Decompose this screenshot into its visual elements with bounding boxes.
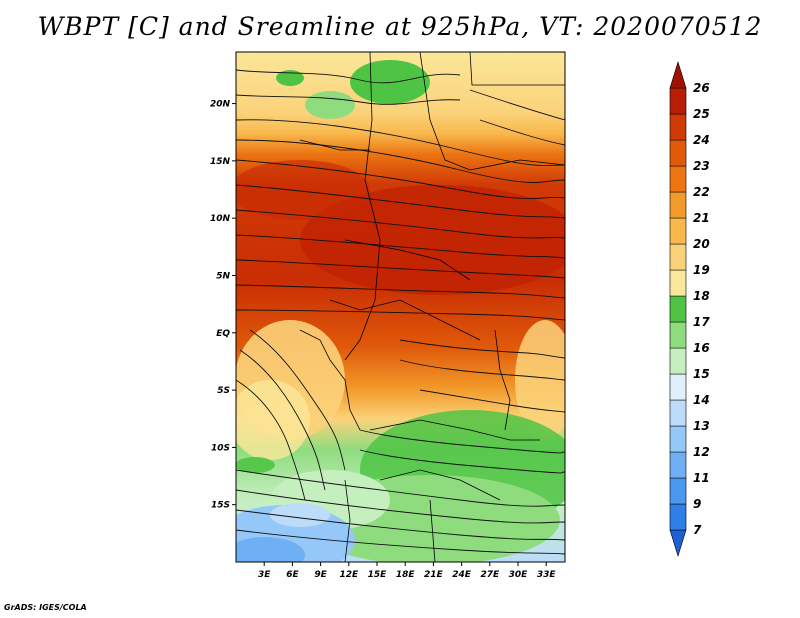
colorbar-label: 21 — [693, 211, 710, 225]
lat-label: 10S — [211, 443, 230, 453]
colorbar-box — [669, 269, 687, 297]
colorbar-label: 24 — [693, 133, 710, 147]
colorbar-label: 23 — [693, 159, 710, 173]
lat-label: 5S — [217, 386, 230, 396]
colorbar-box — [669, 243, 687, 271]
colorbar-box — [669, 399, 687, 427]
colorbar-box — [669, 165, 687, 193]
colorbar-box — [669, 321, 687, 349]
lon-label: 30E — [509, 570, 529, 580]
colorbar-labels: 7 9 11 12 13 14 15 16 17 18 19 20 21 22 23 24 25 26 — [693, 81, 710, 537]
colorbar-label: 13 — [693, 419, 710, 433]
wbpt-field — [236, 52, 565, 562]
colorbar-box — [669, 217, 687, 245]
lon-label: 6E — [286, 570, 299, 580]
latitude-axis: 20N 15N 10N 5N EQ 5S 10S 15S — [210, 100, 236, 511]
colorbar-label: 12 — [693, 445, 710, 459]
lat-label: 10N — [210, 214, 231, 224]
lon-label: 15E — [368, 570, 388, 580]
colorbar-box — [669, 477, 687, 505]
map-frame — [235, 51, 566, 563]
colorbar-box — [669, 373, 687, 401]
colorbar-boxes — [669, 60, 687, 558]
streamlines — [236, 69, 565, 555]
lon-label: 18E — [396, 570, 416, 580]
colorbar-label: 22 — [693, 185, 710, 199]
colorbar-label: 16 — [693, 341, 710, 355]
colorbar-box — [669, 139, 687, 167]
colorbar-label: 17 — [693, 315, 710, 329]
longitude-axis: 3E 6E 9E 12E 15E 18E 21E 24E 27E 30E 33E — [258, 562, 556, 580]
lon-label: 12E — [339, 570, 359, 580]
colorbar-box — [669, 347, 687, 375]
colorbar-box — [669, 60, 687, 89]
colorbar-box — [669, 451, 687, 479]
colorbar-label: 20 — [693, 237, 710, 251]
lon-label: 21E — [424, 570, 444, 580]
colorbar-label: 14 — [693, 393, 710, 407]
colorbar-box — [669, 191, 687, 219]
colorbar-box — [669, 87, 687, 115]
lat-label: 15S — [211, 501, 230, 511]
map-title: WBPT [C] and Sreamline at 925hPa, VT: 20… — [37, 12, 763, 41]
grads-credit: GrADS: IGES/COLA — [4, 603, 87, 612]
lat-label: 5N — [216, 271, 230, 281]
colorbar-box — [669, 425, 687, 453]
colorbar-label: 26 — [693, 81, 710, 95]
colorbar-box — [669, 529, 687, 558]
lat-label: EQ — [216, 329, 230, 339]
lat-label: 20N — [210, 100, 231, 110]
colorbar-box — [669, 503, 687, 531]
lon-label: 24E — [452, 570, 472, 580]
lon-label: 3E — [258, 570, 271, 580]
colorbar-label: 7 — [693, 523, 702, 537]
colorbar-label: 25 — [693, 107, 710, 121]
lon-label: 27E — [480, 570, 500, 580]
colorbar-label: 11 — [693, 471, 710, 485]
lon-label: 9E — [314, 570, 327, 580]
lon-label: 33E — [537, 570, 557, 580]
colorbar-label: 15 — [693, 367, 710, 381]
lat-label: 15N — [210, 157, 231, 167]
colorbar-label: 18 — [693, 289, 710, 303]
country-borders — [299, 52, 565, 562]
colorbar-box — [669, 113, 687, 141]
colorbar-box — [669, 295, 687, 323]
colorbar-label: 9 — [693, 497, 701, 511]
colorbar-label: 19 — [693, 263, 710, 277]
